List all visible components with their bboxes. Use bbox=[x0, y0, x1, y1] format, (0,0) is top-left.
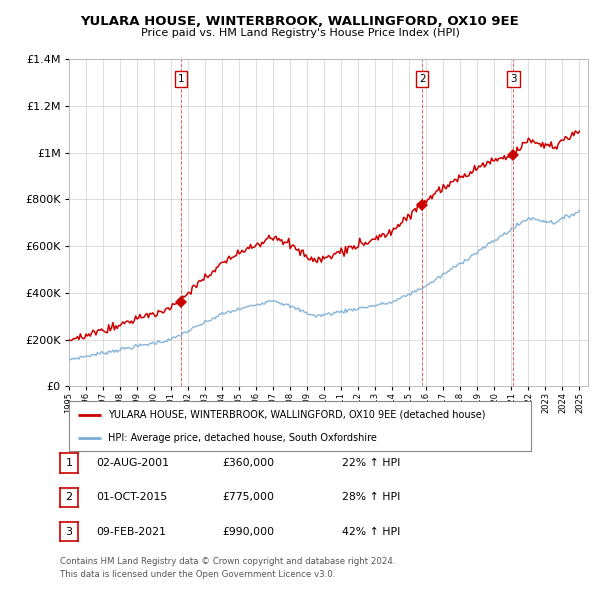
Text: YULARA HOUSE, WINTERBROOK, WALLINGFORD, OX10 9EE: YULARA HOUSE, WINTERBROOK, WALLINGFORD, … bbox=[80, 15, 520, 28]
Text: This data is licensed under the Open Government Licence v3.0.: This data is licensed under the Open Gov… bbox=[60, 571, 335, 579]
Text: 42% ↑ HPI: 42% ↑ HPI bbox=[342, 527, 400, 536]
Text: 1: 1 bbox=[178, 74, 184, 84]
Text: 28% ↑ HPI: 28% ↑ HPI bbox=[342, 493, 400, 502]
Text: £990,000: £990,000 bbox=[222, 527, 274, 536]
Text: YULARA HOUSE, WINTERBROOK, WALLINGFORD, OX10 9EE (detached house): YULARA HOUSE, WINTERBROOK, WALLINGFORD, … bbox=[108, 409, 486, 419]
Text: 3: 3 bbox=[65, 527, 73, 536]
Text: 02-AUG-2001: 02-AUG-2001 bbox=[96, 458, 169, 468]
Text: Contains HM Land Registry data © Crown copyright and database right 2024.: Contains HM Land Registry data © Crown c… bbox=[60, 558, 395, 566]
Text: Price paid vs. HM Land Registry's House Price Index (HPI): Price paid vs. HM Land Registry's House … bbox=[140, 28, 460, 38]
Text: 22% ↑ HPI: 22% ↑ HPI bbox=[342, 458, 400, 468]
Text: 2: 2 bbox=[419, 74, 425, 84]
Text: 2: 2 bbox=[65, 493, 73, 502]
Text: £775,000: £775,000 bbox=[222, 493, 274, 502]
Text: 01-OCT-2015: 01-OCT-2015 bbox=[96, 493, 167, 502]
Text: 3: 3 bbox=[510, 74, 517, 84]
Text: 09-FEB-2021: 09-FEB-2021 bbox=[96, 527, 166, 536]
Text: HPI: Average price, detached house, South Oxfordshire: HPI: Average price, detached house, Sout… bbox=[108, 433, 377, 443]
Text: £360,000: £360,000 bbox=[222, 458, 274, 468]
Text: 1: 1 bbox=[65, 458, 73, 468]
